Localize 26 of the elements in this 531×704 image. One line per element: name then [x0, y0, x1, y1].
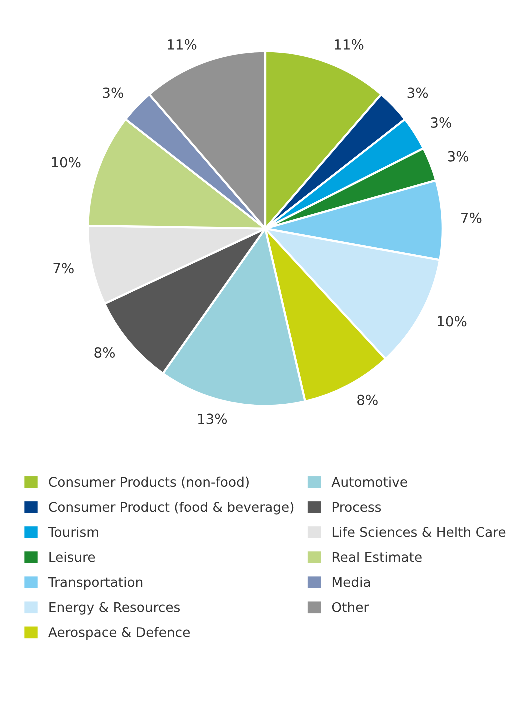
- legend-label: Aerospace & Defence: [48, 627, 190, 640]
- legend-label: Other: [332, 602, 370, 612]
- data-label: 3%: [103, 88, 124, 98]
- data-label: 3%: [448, 151, 469, 162]
- data-label: 3%: [431, 118, 452, 128]
- data-label: 7%: [54, 263, 74, 274]
- data-label: 11%: [335, 39, 364, 50]
- data-label: 11%: [168, 39, 197, 50]
- legend-label: Process: [332, 502, 382, 512]
- data-label: 8%: [358, 394, 378, 406]
- legend-label: Consumer Products (non-food): [49, 476, 249, 489]
- legend-label: Tourism: [48, 527, 98, 538]
- data-label: 10%: [52, 157, 81, 168]
- legend-label: Consumer Product (food & beverage): [49, 502, 294, 515]
- legend-label: Media: [332, 577, 370, 588]
- data-label: 7%: [462, 212, 482, 224]
- legend-label: Leisure: [50, 552, 96, 562]
- legend-label: Real Estimate: [332, 552, 422, 562]
- data-label: 3%: [408, 88, 428, 98]
- legend-label: Transportation: [48, 577, 143, 590]
- data-label: 10%: [438, 316, 467, 327]
- legend-label: Life Sciences & Helth Care: [332, 527, 506, 538]
- data-label: 13%: [198, 414, 228, 424]
- legend-label: Energy & Resources: [50, 602, 180, 615]
- data-label: 8%: [94, 347, 116, 358]
- legend-label: Automotive: [332, 476, 408, 488]
